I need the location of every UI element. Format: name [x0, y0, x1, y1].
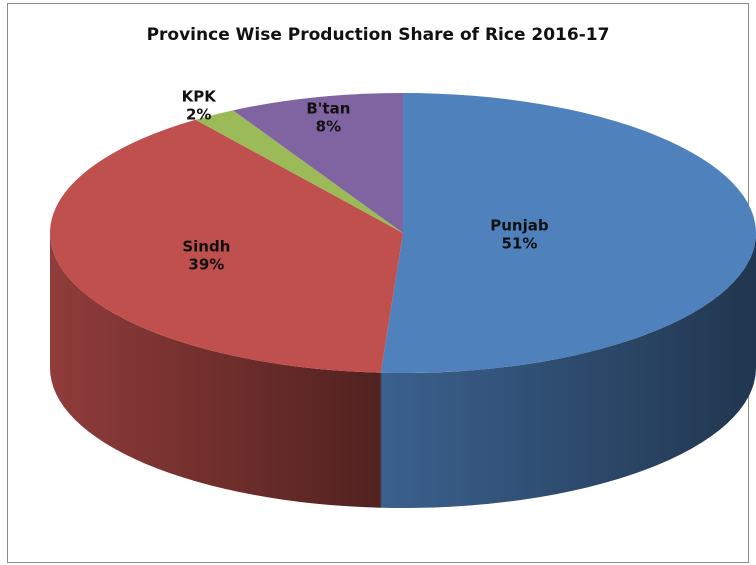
slice-punjab [380, 93, 756, 373]
chart-title: Province Wise Production Share of Rice 2… [146, 25, 610, 45]
slice-name-label: KPK [182, 87, 218, 105]
slice-percent-label: 8% [316, 118, 341, 136]
slice-kpk [195, 110, 403, 233]
slice-side-punjab [380, 233, 756, 508]
slice-percent-label: 2% [186, 105, 211, 123]
slice-btan [232, 93, 403, 233]
slice-name-label: Sindh [182, 238, 230, 256]
slice-percent-label: 51% [501, 234, 537, 252]
slice-name-label: Punjab [490, 216, 549, 234]
slice-percent-label: 39% [188, 256, 224, 274]
slice-side-sindh [50, 233, 381, 508]
slice-name-label: B'tan [306, 100, 350, 118]
slice-sindh [49, 119, 403, 373]
